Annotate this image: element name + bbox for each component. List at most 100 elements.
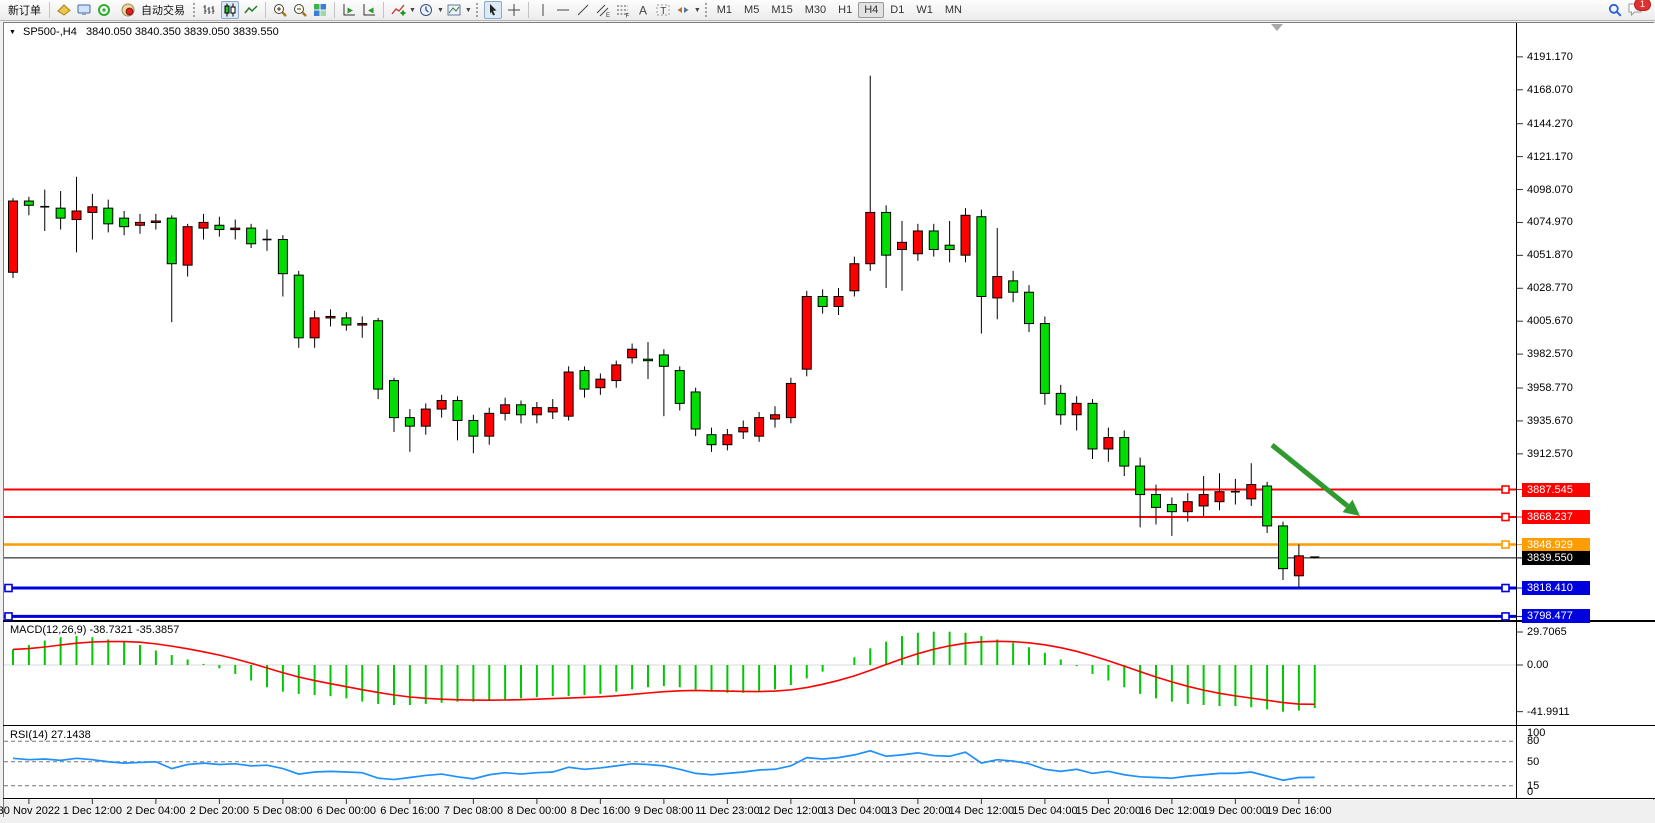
add-indicator-icon[interactable] <box>390 2 406 18</box>
text-label-icon[interactable]: T <box>655 2 671 18</box>
bar-chart-icon[interactable] <box>201 2 217 18</box>
current-price-label: 3839.550 <box>1522 550 1590 565</box>
chevron-down-icon[interactable]: ▼ <box>693 6 701 14</box>
time-axis-label: 15 Dec 20:00 <box>1075 805 1142 817</box>
price-axis-label: 4051.870 <box>1527 249 1573 262</box>
timeframe-d1[interactable]: D1 <box>890 4 905 16</box>
time-axis-label: 2 Dec 04:00 <box>126 805 186 817</box>
price-axis-label: 4028.770 <box>1527 282 1573 295</box>
timeframe-m5[interactable]: M5 <box>744 4 760 16</box>
toolbar-separator <box>334 2 335 18</box>
symbol-label: SP500-,H4 <box>23 26 77 38</box>
timeframe-group: M1 M5 M15 M30 H1 H4 D1 W1 MN <box>711 2 968 18</box>
toolbar-separator <box>265 2 266 18</box>
toolbar-separator <box>383 2 384 18</box>
chart-shift-marker[interactable] <box>1271 24 1283 31</box>
price-axis-label: 4074.970 <box>1527 216 1573 229</box>
svg-text:A: A <box>639 4 647 18</box>
price-axis-label: 4098.070 <box>1527 183 1573 196</box>
timeframe-h1[interactable]: H1 <box>838 4 853 16</box>
chevron-down-icon[interactable]: ▼ <box>436 6 444 14</box>
chart-shift-icon[interactable] <box>361 2 377 18</box>
timeframe-m30[interactable]: M30 <box>804 4 827 16</box>
autotrading-button[interactable]: 自动交易 <box>114 1 189 19</box>
terminal-icon[interactable] <box>76 2 92 18</box>
toolbar-drag-handle[interactable] <box>474 2 479 18</box>
vertical-line-icon[interactable] <box>535 2 551 18</box>
search-icon[interactable] <box>1607 2 1623 18</box>
time-axis-label: 8 Dec 16:00 <box>570 805 631 817</box>
equidistant-channel-icon[interactable]: E <box>595 2 611 18</box>
time-axis-label: 19 Dec 00:00 <box>1202 805 1269 817</box>
hline-price-label: 3798.477 <box>1522 609 1590 624</box>
chevron-down-icon[interactable]: ▼ <box>9 29 16 36</box>
price-axis-label: 4168.070 <box>1527 83 1573 96</box>
toolbar: 新订单 自动交易 ▼ ▼ ▼ E F A T ▼ <box>0 0 1655 21</box>
time-axis-label: 2 Dec 20:00 <box>189 805 250 817</box>
price-axis-label: 4191.170 <box>1527 50 1573 63</box>
zoom-in-icon[interactable] <box>272 2 288 18</box>
time-axis-label: 6 Dec 00:00 <box>316 805 377 817</box>
rsi-axis-label: 50 <box>1527 755 1540 768</box>
trend-line-icon[interactable] <box>575 2 591 18</box>
fibonacci-icon[interactable]: F <box>615 2 631 18</box>
toolbar-separator <box>49 2 50 18</box>
price-axis-label: 4005.670 <box>1527 315 1573 328</box>
time-axis-label: 6 Dec 16:00 <box>380 805 440 817</box>
template-icon[interactable] <box>446 2 462 18</box>
auto-scroll-icon[interactable] <box>341 2 357 18</box>
rsi-axis-label: 15 <box>1527 779 1540 792</box>
timeframe-m1[interactable]: M1 <box>716 4 733 16</box>
signal-icon[interactable] <box>96 2 112 18</box>
price-chart-pane[interactable] <box>4 23 1516 620</box>
timeframe-mn[interactable]: MN <box>944 4 962 16</box>
macd-pane[interactable] <box>4 622 1516 725</box>
crosshair-icon[interactable] <box>506 2 522 18</box>
pane-separator[interactable] <box>3 798 1655 799</box>
time-axis-label: 8 Dec 00:00 <box>507 805 567 817</box>
time-scale[interactable] <box>4 800 1654 817</box>
text-icon[interactable]: A <box>635 2 651 18</box>
chevron-down-icon[interactable]: ▼ <box>409 6 416 14</box>
arrows-icon[interactable] <box>675 2 691 18</box>
pane-separator[interactable] <box>3 620 1655 622</box>
pane-separator[interactable] <box>3 725 1655 726</box>
time-axis-label: 16 Dec 12:00 <box>1139 805 1205 817</box>
hline-price-label: 3818.410 <box>1522 581 1590 596</box>
price-axis-label: 3982.570 <box>1527 348 1573 361</box>
toolbar-drag-handle[interactable] <box>703 2 708 18</box>
market-watch-icon[interactable] <box>56 2 72 18</box>
toolbar-drag-handle[interactable] <box>192 2 196 18</box>
price-axis-label: 4121.170 <box>1527 150 1573 163</box>
horizontal-line-icon[interactable] <box>555 2 571 18</box>
hline-price-label: 3868.237 <box>1522 510 1590 525</box>
price-axis-label: 4144.270 <box>1527 117 1573 130</box>
hline-price-label: 3887.545 <box>1522 482 1590 497</box>
periods-icon[interactable] <box>418 2 434 18</box>
time-axis-label: 13 Dec 04:00 <box>821 805 888 817</box>
timeframe-h4[interactable]: H4 <box>858 2 885 18</box>
tile-windows-icon[interactable] <box>312 2 328 18</box>
autotrading-status-icon <box>120 2 136 18</box>
time-axis-label: 15 Dec 04:00 <box>1012 805 1078 817</box>
timeframe-w1[interactable]: W1 <box>916 4 933 16</box>
price-axis-label: 3958.770 <box>1527 382 1573 395</box>
time-axis-label: 13 Dec 20:00 <box>885 805 951 817</box>
time-axis-label: 9 Dec 08:00 <box>634 805 694 817</box>
line-chart-icon[interactable] <box>243 2 259 18</box>
zoom-out-icon[interactable] <box>292 2 308 18</box>
chevron-down-icon[interactable]: ▼ <box>464 6 472 14</box>
macd-label: MACD(12,26,9) -38.7321 -35.3857 <box>10 624 180 636</box>
rsi-axis-label: 0 <box>1527 786 1534 798</box>
price-scale[interactable] <box>1516 23 1655 798</box>
candlestick-chart-icon[interactable] <box>221 1 239 19</box>
timeframe-m15[interactable]: M15 <box>771 4 793 16</box>
macd-axis-label: 29.7065 <box>1527 625 1567 638</box>
chart-title: ▼ SP500-,H4 3840.050 3840.350 3839.050 3… <box>9 26 279 38</box>
notification-badge[interactable]: 1 <box>1634 0 1651 11</box>
time-axis-label: 30 Nov 2022 <box>0 805 61 817</box>
cursor-icon[interactable] <box>483 1 502 19</box>
ohlc-values: 3840.050 3840.350 3839.050 3839.550 <box>86 26 279 38</box>
rsi-pane[interactable] <box>4 727 1516 798</box>
new-order-button[interactable]: 新订单 <box>8 5 41 17</box>
